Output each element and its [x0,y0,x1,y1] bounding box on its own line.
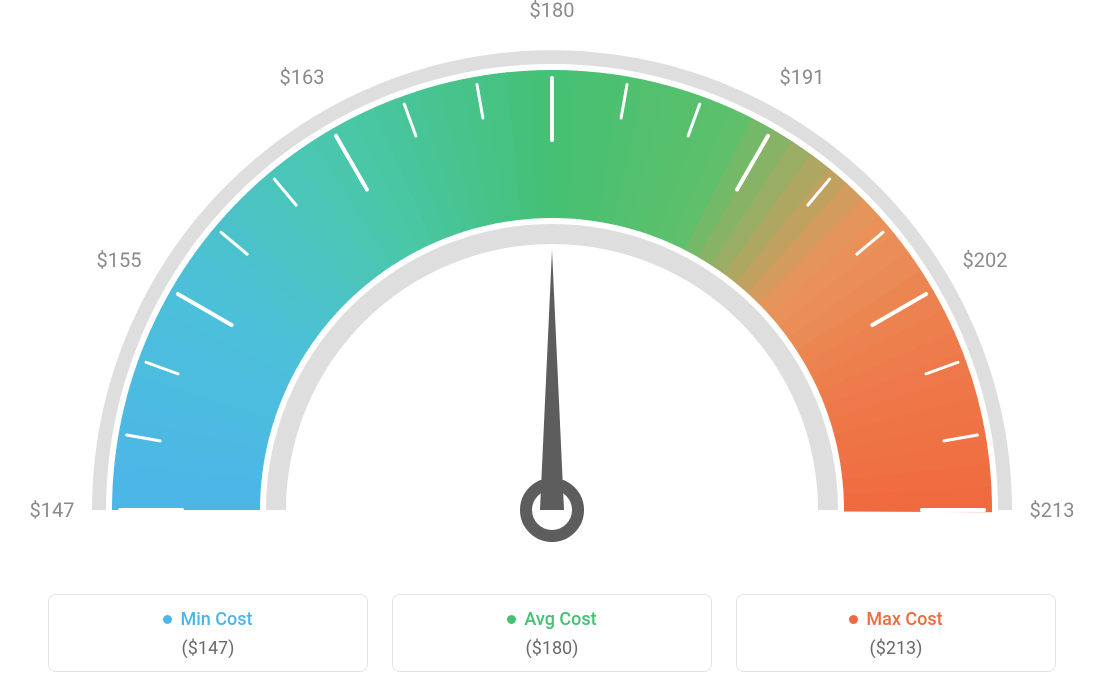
legend-dot-min [163,615,172,624]
legend-title-min: Min Cost [163,609,252,630]
gauge-tick-label: $163 [279,65,324,89]
legend-card-avg: Avg Cost ($180) [392,594,712,672]
gauge-tick-label: $213 [1030,498,1075,522]
legend-dot-avg [507,615,516,624]
legend-value-avg: ($180) [403,638,701,659]
legend-label-min: Min Cost [180,609,252,630]
legend-value-min: ($147) [59,638,357,659]
legend-dot-max [849,615,858,624]
gauge-tick-label: $191 [780,65,825,89]
legend-row: Min Cost ($147) Avg Cost ($180) Max Cost… [0,594,1104,672]
gauge-tick-label: $155 [97,248,142,272]
legend-label-avg: Avg Cost [524,609,596,630]
legend-title-max: Max Cost [849,609,942,630]
legend-card-max: Max Cost ($213) [736,594,1056,672]
gauge-svg [0,0,1104,560]
gauge-tick-label: $180 [530,0,575,22]
gauge-tick-label: $147 [30,498,75,522]
legend-title-avg: Avg Cost [507,609,596,630]
legend-card-min: Min Cost ($147) [48,594,368,672]
gauge-tick-label: $202 [963,248,1008,272]
gauge-chart: $147 $155 $163 $180 $191 $202 $213 [0,0,1104,560]
legend-value-max: ($213) [747,638,1045,659]
legend-label-max: Max Cost [866,609,942,630]
